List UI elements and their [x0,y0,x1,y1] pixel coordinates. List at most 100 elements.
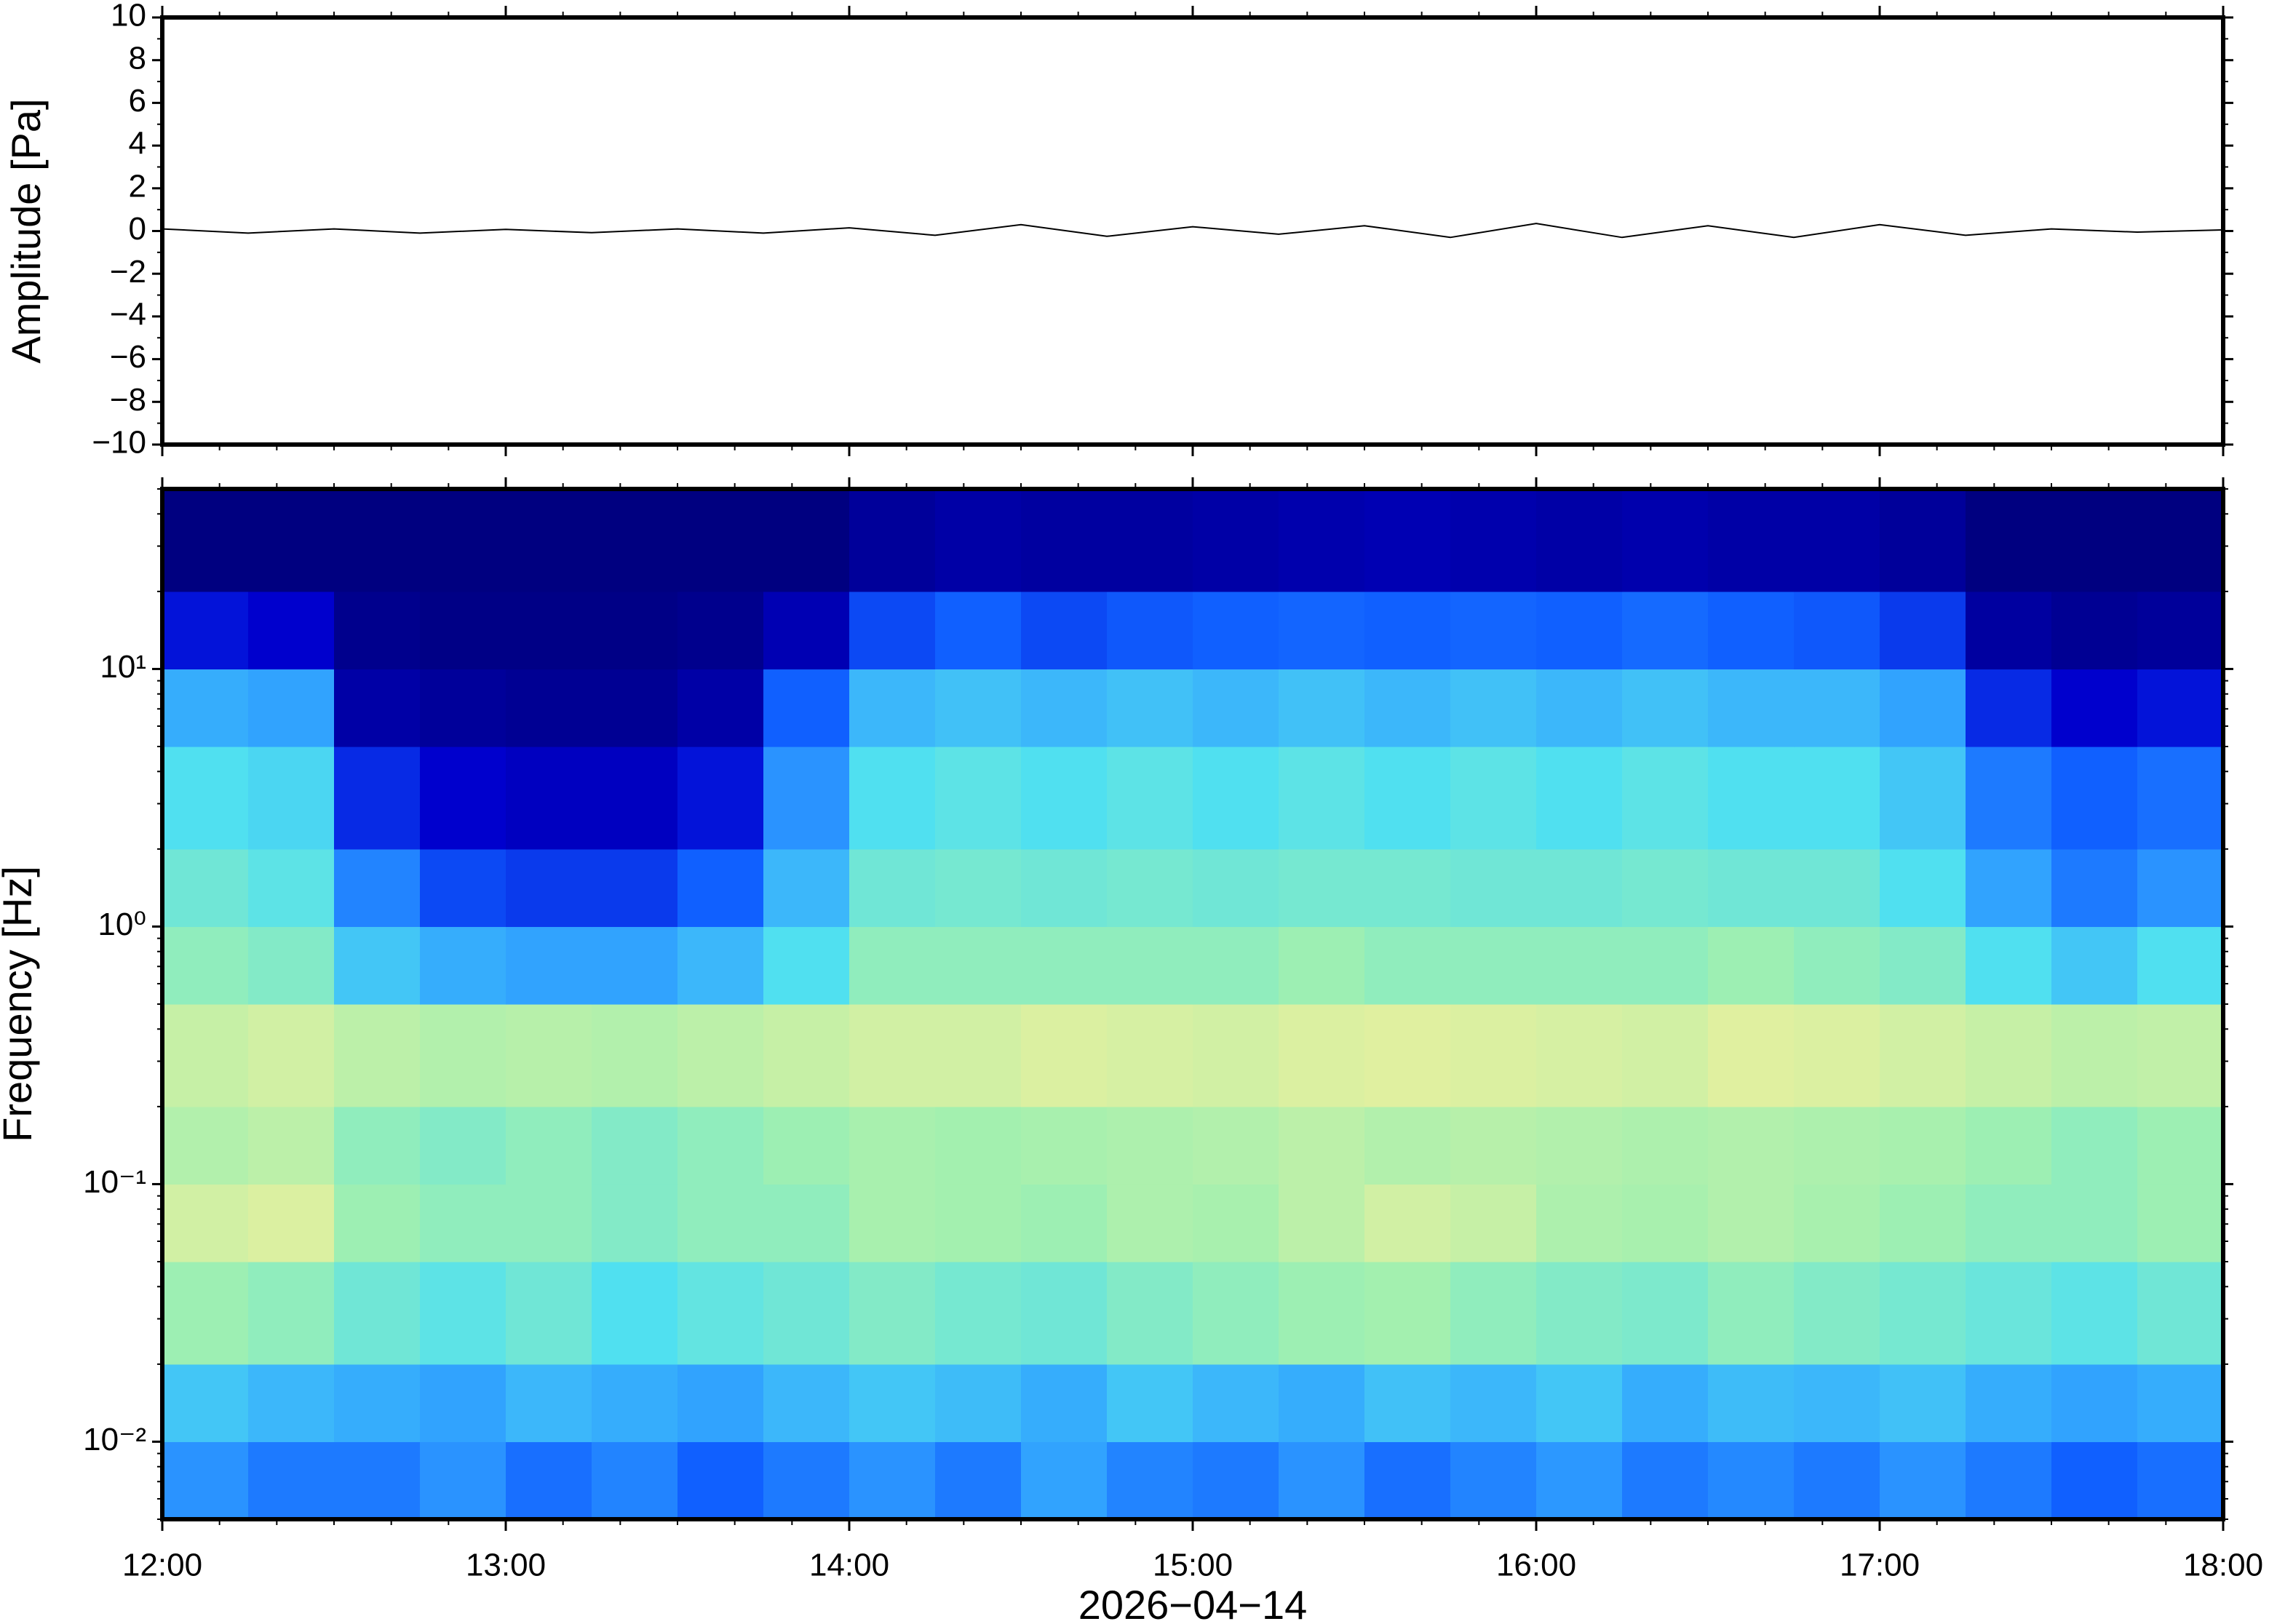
spectrogram-cell [334,489,421,592]
spectrogram-cell [1107,1441,1193,1520]
spectrogram-cell [1536,1106,1623,1185]
spectrogram-cell [2051,669,2138,747]
spectrogram-cell [1107,1184,1193,1262]
spectrogram-cell [677,747,764,850]
spectrogram-cell [1794,489,1880,592]
spectrogram-cell [1794,591,1880,670]
spectrogram-cell [1880,669,1966,747]
spectrogram-cell [506,848,592,928]
spectrogram-cell [1021,489,1108,592]
spectrogram-cell [935,489,1022,592]
spectrogram-cell [1536,848,1623,928]
y-tick-label: −2 [110,254,146,290]
spectrogram-cell [1622,848,1709,928]
spectrogram-cell [849,1262,936,1365]
spectrogram-cell [1107,489,1193,592]
spectrogram-cell [1794,1004,1880,1107]
spectrogram-cell [1966,1262,2052,1365]
spectrogram-cell [1536,1004,1623,1107]
spectrogram-cell [849,1106,936,1185]
y-axis-label: Frequency [Hz] [0,866,40,1142]
spectrogram-cell [162,848,249,928]
spectrogram-cell [1622,1184,1709,1262]
spectrogram-cell [334,1004,421,1107]
spectrogram-cell [1708,1106,1795,1185]
spectrogram-cell [1708,848,1795,928]
spectrogram-cell [1107,1004,1193,1107]
spectrogram-cell [1364,591,1451,670]
spectrogram-cell [506,926,592,1005]
spectrogram-cell [1193,1441,1279,1520]
spectrogram-cell [592,1262,678,1365]
spectrogram-cell [1622,591,1709,670]
x-tick-label: 18:00 [2183,1548,2263,1583]
spectrogram-cell [1536,926,1623,1005]
spectrogram-cell [1880,1004,1966,1107]
spectrogram-cell [763,1106,850,1185]
spectrogram-cell [592,848,678,928]
spectrogram-cell [1279,1364,1365,1443]
spectrogram-cell [1193,1364,1279,1443]
spectrogram-cell [1279,591,1365,670]
spectrogram-cell [1880,848,1966,928]
spectrogram-cell [1193,1184,1279,1262]
spectrogram-cell [1966,848,2052,928]
spectrogram-cell [1364,926,1451,1005]
spectrogram-cell [1794,1441,1880,1520]
spectrogram-cell [1279,926,1365,1005]
spectrogram-cell [1364,489,1451,592]
spectrogram-cell [506,1106,592,1185]
spectrogram-cell [248,489,335,592]
y-tick-label: 0 [129,211,146,247]
spectrogram-cell [2051,591,2138,670]
spectrogram-cell [1193,926,1279,1005]
spectrogram-cell [1708,591,1795,670]
spectrogram-cell [1193,747,1279,850]
spectrogram-cell [334,747,421,850]
spectrogram-cell [334,1262,421,1365]
spectrogram-cell [1107,1364,1193,1443]
spectrogram-cell [334,1364,421,1443]
spectrogram-cell [1193,489,1279,592]
spectrogram-cell [1193,1106,1279,1185]
spectrogram-cell [1966,1184,2052,1262]
spectrogram-cell [592,747,678,850]
spectrogram-cell [592,926,678,1005]
spectrogram-cell [162,926,249,1005]
x-tick-label: 16:00 [1496,1548,1576,1583]
spectrogram-cell [1021,1262,1108,1365]
y-tick-label: 10 [111,0,146,33]
spectrogram-cell [1966,1004,2052,1107]
spectrogram-cell [506,1441,592,1520]
spectrogram-cell [763,489,850,592]
spectrogram-cell [1021,926,1108,1005]
spectrogram-cell [1794,1364,1880,1443]
spectrogram-cell [1279,1262,1365,1365]
spectrogram-cell [763,591,850,670]
x-tick-label: 17:00 [1840,1548,1920,1583]
waveform [162,223,2224,239]
spectrogram-cell [420,848,506,928]
x-tick-label: 15:00 [1153,1548,1233,1583]
spectrogram-cell [2137,669,2224,747]
spectrogram-cell [935,848,1022,928]
spectrogram-cell [935,1441,1022,1520]
spectrogram-cell [334,669,421,747]
spectrogram-cell [1622,489,1709,592]
spectrogram-cell [1536,1184,1623,1262]
spectrogram-cell [935,669,1022,747]
spectrogram-cell [506,1262,592,1365]
spectrogram-cell [1279,1004,1365,1107]
spectrogram-cell [1536,591,1623,670]
spectrogram-cell [592,1004,678,1107]
spectrogram-cell [1364,848,1451,928]
spectrogram-cell [248,591,335,670]
spectrogram-cell [1021,591,1108,670]
spectrogram-cell [1880,591,1966,670]
spectrogram-cell [248,848,335,928]
spectrogram-cell [1193,848,1279,928]
spectrogram-cell [1794,1184,1880,1262]
spectrogram-cell [506,669,592,747]
spectrogram-cell [162,1184,249,1262]
spectrogram-cell [1536,747,1623,850]
